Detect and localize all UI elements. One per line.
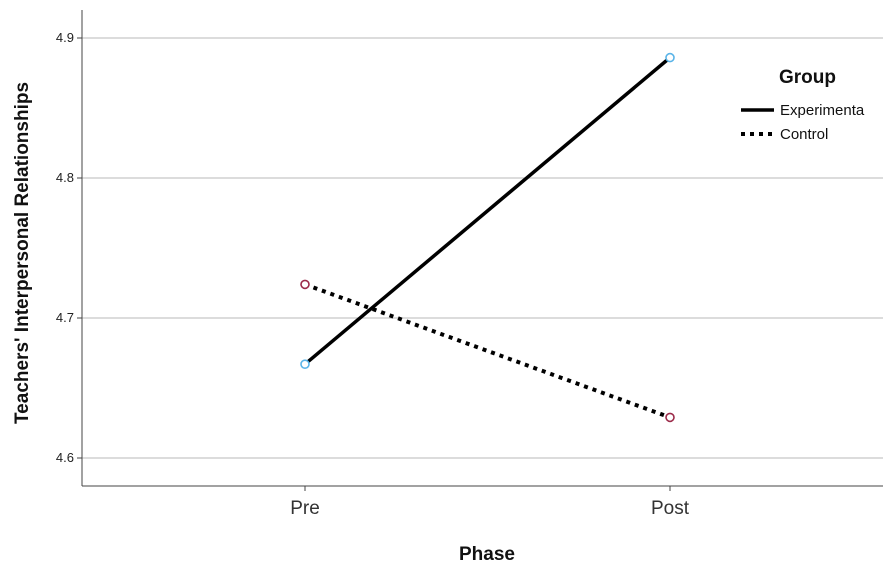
legend-layer: Group Experimenta Control <box>741 67 865 143</box>
legend-label-experimenta: Experimenta <box>780 102 865 119</box>
series-layer <box>300 52 675 423</box>
series-line-experimenta <box>303 56 672 366</box>
data-point-control-pre <box>300 279 310 290</box>
data-point-control-post <box>665 412 675 423</box>
legend-title: Group <box>779 67 836 88</box>
series-line-control <box>304 282 671 420</box>
y-tick-label: 4.6 <box>56 450 74 465</box>
x-axis-title: Phase <box>459 544 515 565</box>
data-point-experimenta-post <box>665 52 675 63</box>
y-axis-title: Teachers' Interpersonal Relationships <box>12 82 33 424</box>
axis-layer: 4.6 4.7 4.8 4.9 Pre Post <box>56 10 883 519</box>
data-point-experimenta-pre <box>300 359 310 370</box>
grid-layer <box>82 37 883 459</box>
y-tick-label: 4.9 <box>56 30 74 45</box>
x-tick-label-post: Post <box>651 498 690 519</box>
legend-label-control: Control <box>780 126 828 143</box>
y-tick-label: 4.8 <box>56 170 74 185</box>
x-tick-label-pre: Pre <box>290 498 320 519</box>
y-tick-label: 4.7 <box>56 310 74 325</box>
